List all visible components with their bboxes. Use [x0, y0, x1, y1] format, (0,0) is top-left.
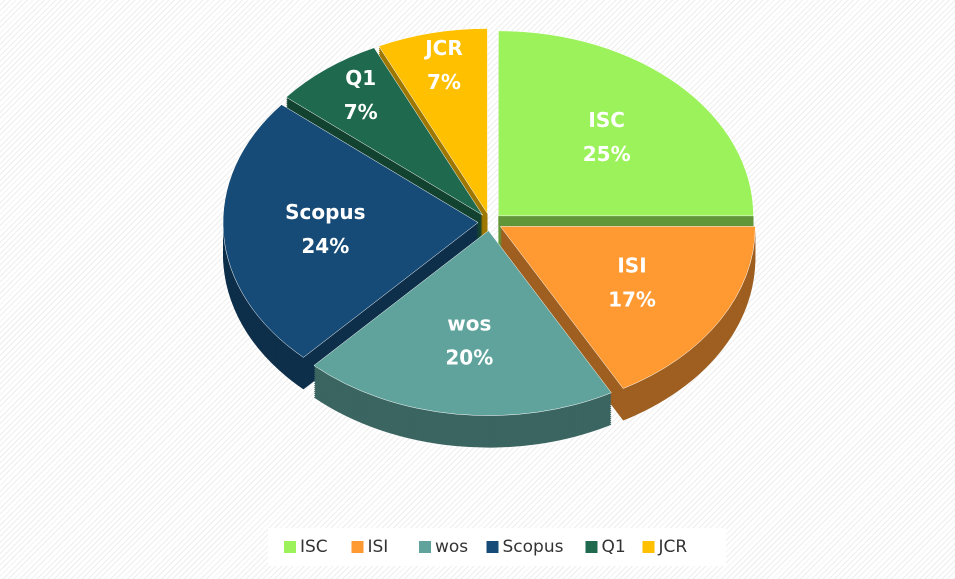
legend-label: JCR — [658, 537, 688, 557]
legend-swatch — [284, 541, 296, 553]
data-label-value: 24% — [301, 234, 349, 258]
slice — [285, 47, 483, 216]
legend-label: wos — [435, 537, 468, 557]
data-label-value: 7% — [427, 70, 461, 94]
legend-label: ISI — [368, 537, 389, 557]
slice — [378, 28, 488, 215]
data-label-value: 7% — [344, 100, 378, 124]
legend-label: ISC — [300, 537, 328, 557]
data-label-name: wos — [447, 311, 491, 335]
legend-swatch — [642, 541, 655, 553]
legend-swatch — [585, 541, 598, 553]
legend-swatch — [351, 541, 364, 553]
slice — [313, 230, 612, 416]
data-label-value: 20% — [445, 345, 493, 369]
slice — [498, 30, 754, 217]
data-label-value: 17% — [608, 287, 656, 311]
data-label-name: ISC — [588, 108, 625, 132]
data-label-value: 25% — [583, 142, 631, 166]
data-label-name: JCR — [423, 36, 463, 60]
slice — [499, 226, 756, 389]
legend-label: Scopus — [503, 537, 564, 557]
data-label-name: ISI — [617, 253, 646, 277]
legend-swatch — [419, 541, 431, 553]
legend-label: Q1 — [602, 537, 626, 557]
slice — [222, 104, 479, 358]
legend-swatch — [486, 541, 499, 553]
data-label-name: Scopus — [285, 200, 365, 224]
data-label-name: Q1 — [345, 66, 376, 90]
